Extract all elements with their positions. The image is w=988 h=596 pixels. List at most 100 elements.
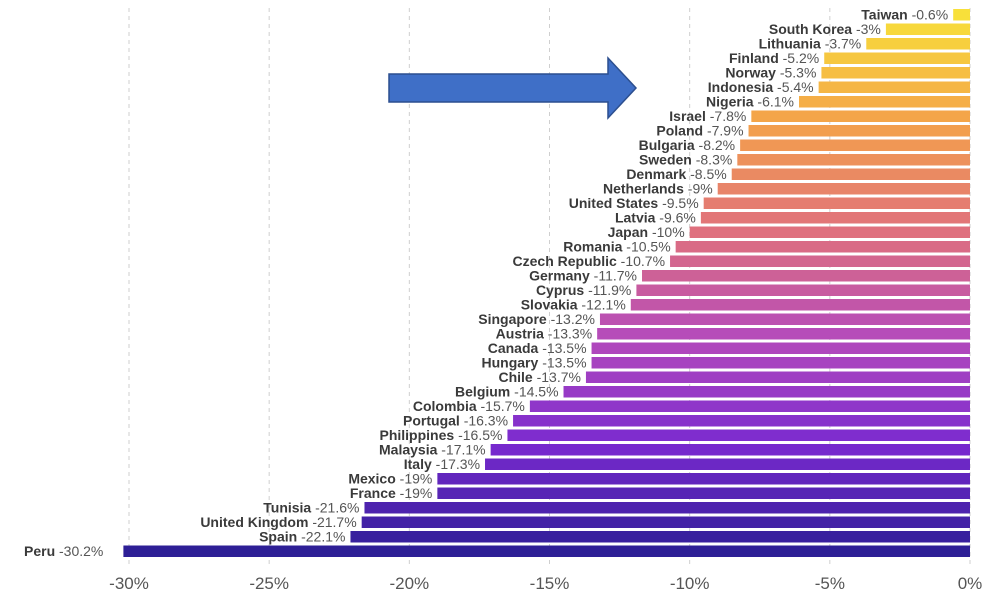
bar-category-label: Netherlands <box>603 181 688 197</box>
bar <box>437 473 970 485</box>
bar-category-label: Czech Republic <box>513 253 621 269</box>
bar-category-label: Peru <box>24 543 59 559</box>
bar-value-label: -0.6% <box>912 7 949 23</box>
bar-label: Finland -5.2% <box>729 50 819 66</box>
bar-value-label: -21.7% <box>312 514 356 530</box>
bar-label: Canada -13.5% <box>488 340 587 356</box>
bar-category-label: Norway <box>725 65 779 81</box>
bar <box>585 371 970 383</box>
bar <box>675 241 970 253</box>
bar <box>507 429 970 441</box>
bar <box>361 516 971 528</box>
bars <box>123 9 971 557</box>
bar-category-label: Romania <box>563 239 626 255</box>
bar-label: Singapore -13.2% <box>478 311 595 327</box>
bar-category-label: Slovakia <box>521 297 582 313</box>
bar-value-label: -16.3% <box>464 413 508 429</box>
bar-label: Portugal -16.3% <box>403 413 508 429</box>
bar-label: Japan -10% <box>608 224 685 240</box>
bar-category-label: Portugal <box>403 413 464 429</box>
bar-value-label: -10% <box>652 224 685 240</box>
bar-value-label: -7.8% <box>710 108 747 124</box>
bar-category-label: Singapore <box>478 311 550 327</box>
bar-label: Mexico -19% <box>348 471 432 487</box>
x-tick-label: -15% <box>530 574 570 593</box>
bar-value-label: -22.1% <box>301 529 345 545</box>
bar-category-label: Austria <box>496 326 548 342</box>
bar <box>670 255 970 267</box>
bar-value-label: -13.7% <box>537 369 581 385</box>
bar <box>591 357 970 369</box>
bar-label: Norway -5.3% <box>725 65 816 81</box>
bar-value-label: -17.1% <box>441 442 485 458</box>
bar <box>636 284 970 296</box>
bar-label: Malaysia -17.1% <box>379 442 486 458</box>
bar <box>529 400 970 412</box>
bar-value-label: -15.7% <box>481 398 525 414</box>
bar <box>630 299 970 311</box>
bar-label: Slovakia -12.1% <box>521 297 626 313</box>
bar <box>485 458 970 470</box>
bar-label: United States -9.5% <box>569 195 699 211</box>
bar-category-label: United States <box>569 195 662 211</box>
bar <box>591 342 970 354</box>
highlight-arrow <box>388 56 638 120</box>
bar-value-label: -10.5% <box>626 239 670 255</box>
bar-category-label: Germany <box>529 268 594 284</box>
bar-value-label: -13.5% <box>542 340 586 356</box>
bar-category-label: Philippines <box>380 427 459 443</box>
bar-category-label: Sweden <box>639 152 696 168</box>
bar-label: Austria -13.3% <box>496 326 592 342</box>
bar-category-label: Finland <box>729 50 783 66</box>
bar-label: Hungary -13.5% <box>482 355 587 371</box>
bar <box>123 545 971 557</box>
bar-value-label: -13.2% <box>551 311 595 327</box>
bar-value-label: -19% <box>400 485 433 501</box>
bar-value-label: -9.5% <box>662 195 699 211</box>
bar <box>737 154 970 166</box>
bar-label: Poland -7.9% <box>656 123 743 139</box>
bar-label: Belgium -14.5% <box>455 384 558 400</box>
x-tick-label: -25% <box>249 574 289 593</box>
bar <box>818 81 970 93</box>
bar-category-label: Lithuania <box>759 36 825 52</box>
bar-value-label: -19% <box>400 471 433 487</box>
bar-category-label: Latvia <box>615 210 659 226</box>
bar-value-label: -5.3% <box>780 65 817 81</box>
bar <box>748 125 970 137</box>
bar-label: Italy -17.3% <box>404 456 480 472</box>
bar-category-label: Poland <box>656 123 707 139</box>
bar-category-label: Israel <box>669 108 709 124</box>
bar <box>866 38 970 50</box>
bar <box>953 9 970 21</box>
bar-category-label: Denmark <box>626 166 690 182</box>
bar-label: Bulgaria -8.2% <box>639 137 735 153</box>
bar-value-label: -21.6% <box>315 500 359 516</box>
bar-label: France -19% <box>350 485 433 501</box>
bar-category-label: Nigeria <box>706 94 757 110</box>
bar-label: Chile -13.7% <box>498 369 580 385</box>
bar <box>350 531 970 543</box>
bar-category-label: Colombia <box>413 398 481 414</box>
bar-value-label: -12.1% <box>581 297 625 313</box>
bar <box>885 23 970 35</box>
bar-value-label: -13.3% <box>548 326 592 342</box>
bar-category-label: United Kingdom <box>200 514 312 530</box>
bar-value-label: -13.5% <box>542 355 586 371</box>
bar-label: Peru -30.2% <box>24 543 103 559</box>
bar <box>364 502 971 514</box>
bar-label: Romania -10.5% <box>563 239 670 255</box>
bar-category-label: Canada <box>488 340 542 356</box>
bar-value-label: -5.2% <box>783 50 820 66</box>
bar-value-label: -5.4% <box>777 79 814 95</box>
bar <box>717 183 970 195</box>
bar-category-label: Tunisia <box>263 500 315 516</box>
bar-value-label: -11.7% <box>594 268 637 284</box>
x-tick-label: -10% <box>670 574 710 593</box>
bar <box>700 212 970 224</box>
bar-label: Denmark -8.5% <box>626 166 726 182</box>
bar-value-label: -8.5% <box>690 166 727 182</box>
bar-value-label: -11.9% <box>588 282 631 298</box>
bar-value-label: -9% <box>688 181 713 197</box>
